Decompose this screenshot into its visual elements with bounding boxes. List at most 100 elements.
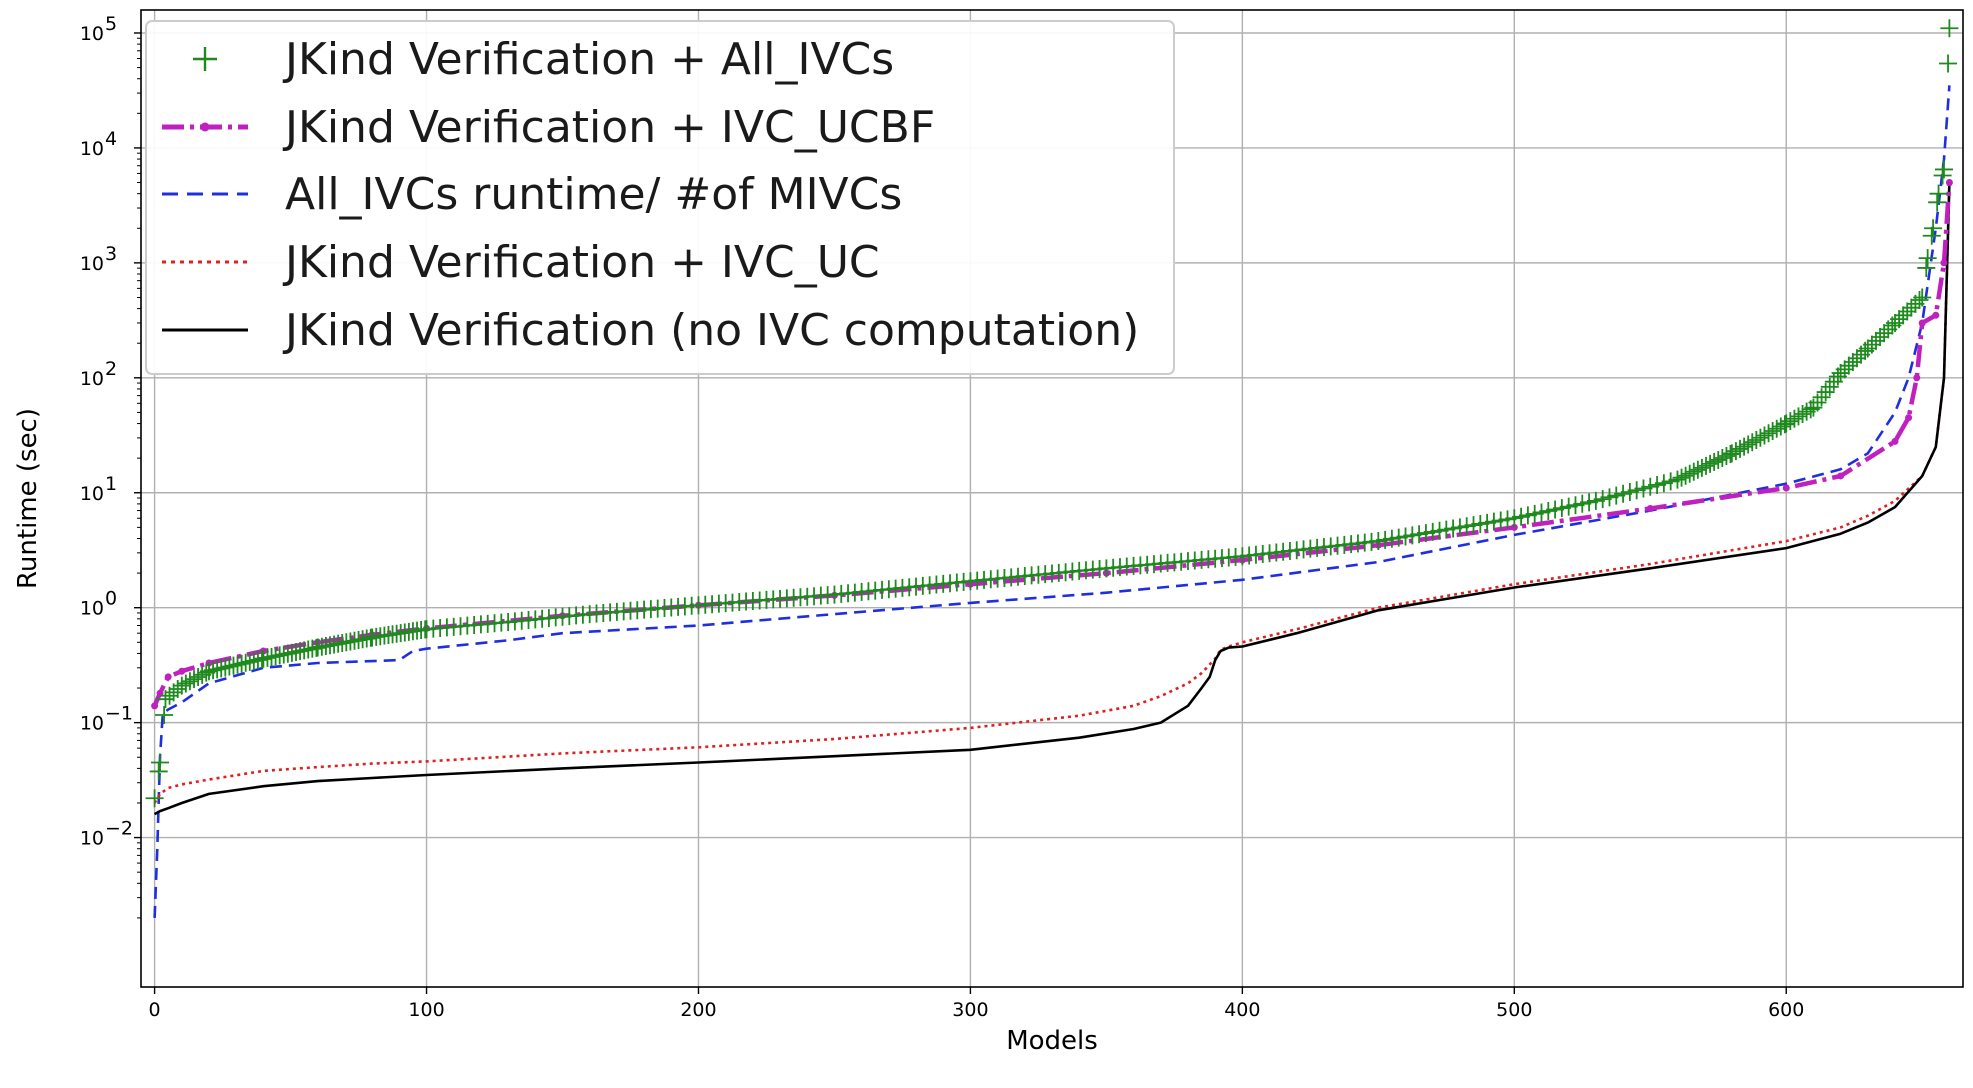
data-point [1777,414,1796,433]
data-point [208,660,227,679]
y-tick-label: 10 [80,483,104,505]
data-point [1929,184,1948,203]
data-point [216,658,235,677]
data-point [224,656,243,675]
x-tick-label: 500 [1496,999,1532,1021]
series-0 [145,19,1959,808]
data-point [151,702,159,710]
data-point [1902,298,1921,317]
data-point [1510,523,1518,531]
data-point [189,667,208,686]
series-line [153,182,1951,816]
y-tick-exponent: 3 [105,243,117,265]
data-point [1913,374,1921,382]
legend-label: JKind Verification + IVC_UCBF [282,102,935,153]
data-point [1755,426,1774,445]
data-point [232,654,251,673]
series-layer [145,19,1959,918]
data-point [149,762,168,781]
data-point [1831,364,1850,383]
legend-label: JKind Verification + IVC_UC [282,237,880,288]
data-point [1781,412,1800,431]
x-axis-label: Models [1006,1026,1098,1056]
data-point [1722,444,1741,463]
data-point [1731,439,1750,458]
data-point [1692,458,1711,477]
data-point [212,659,231,678]
data-point [1705,452,1724,471]
data-point [1918,319,1926,327]
data-point [1862,335,1881,354]
legend-label: All_IVCs runtime/ #of MIVCs [285,169,902,220]
y-tick-label: 10 [80,713,104,735]
data-point [1945,179,1953,187]
data-point [1905,414,1913,422]
data-point [236,653,255,672]
data-point [1668,470,1687,489]
data-point [1928,193,1947,212]
data-point [1672,468,1691,487]
data-point [1747,430,1766,449]
data-point [220,657,239,676]
data-point [204,661,223,680]
y-axis-label: Runtime (sec) [13,408,43,589]
data-point [199,662,218,681]
data-point [1917,258,1936,277]
data-point [151,753,170,772]
series-3 [153,182,1951,804]
data-point [1858,339,1877,358]
data-point [1898,302,1917,321]
y-tick-label: 10 [80,253,104,275]
data-point [164,673,172,681]
data-point [1701,454,1720,473]
data-point [1751,428,1770,447]
data-point [1894,306,1913,325]
data-point [1843,352,1862,371]
data-point [1875,324,1894,343]
data-point [1886,313,1905,332]
data-point [1759,424,1778,443]
legend-entry: All_IVCs runtime/ #of MIVCs [162,169,902,220]
data-point [1763,422,1782,441]
data-point [1688,460,1707,479]
data-point [1726,442,1745,461]
data-point [1767,419,1786,438]
data-point [1922,226,1941,245]
data-point [1697,456,1716,475]
data-point [1939,54,1958,73]
legend-entry: JKind Verification + All_IVCs [193,34,894,85]
data-point [1871,327,1890,346]
legend-entry: JKind Verification + IVC_UC [162,237,880,288]
data-point [1684,462,1703,481]
legend-entry: JKind Verification + IVC_UCBF [162,102,935,153]
data-point [176,674,195,693]
data-point [1676,466,1695,485]
y-tick-exponent: −2 [105,818,133,840]
data-point [172,676,191,695]
y-tick-exponent: 5 [105,13,117,35]
y-tick-label: 10 [80,828,104,850]
series-4 [153,182,1951,816]
y-tick-exponent: 2 [105,358,117,380]
legend-label: JKind Verification + All_IVCs [282,34,894,85]
data-point [1932,311,1940,319]
data-point [240,652,259,671]
legend-entry: JKind Verification (no IVC computation) [162,305,1139,356]
data-point [1847,349,1866,368]
data-point [1713,448,1732,467]
data-point [1793,405,1812,424]
data-point [1913,288,1932,307]
data-point [1709,450,1728,469]
data-point [1835,360,1854,379]
data-point [145,789,164,808]
series-line [152,182,1952,707]
data-point [1891,437,1899,445]
data-point [228,655,247,674]
legend-box [145,20,1175,375]
y-tick-label: 10 [80,598,104,620]
data-point [1739,435,1758,454]
data-point [1735,437,1754,456]
y-tick-exponent: −1 [105,703,133,725]
